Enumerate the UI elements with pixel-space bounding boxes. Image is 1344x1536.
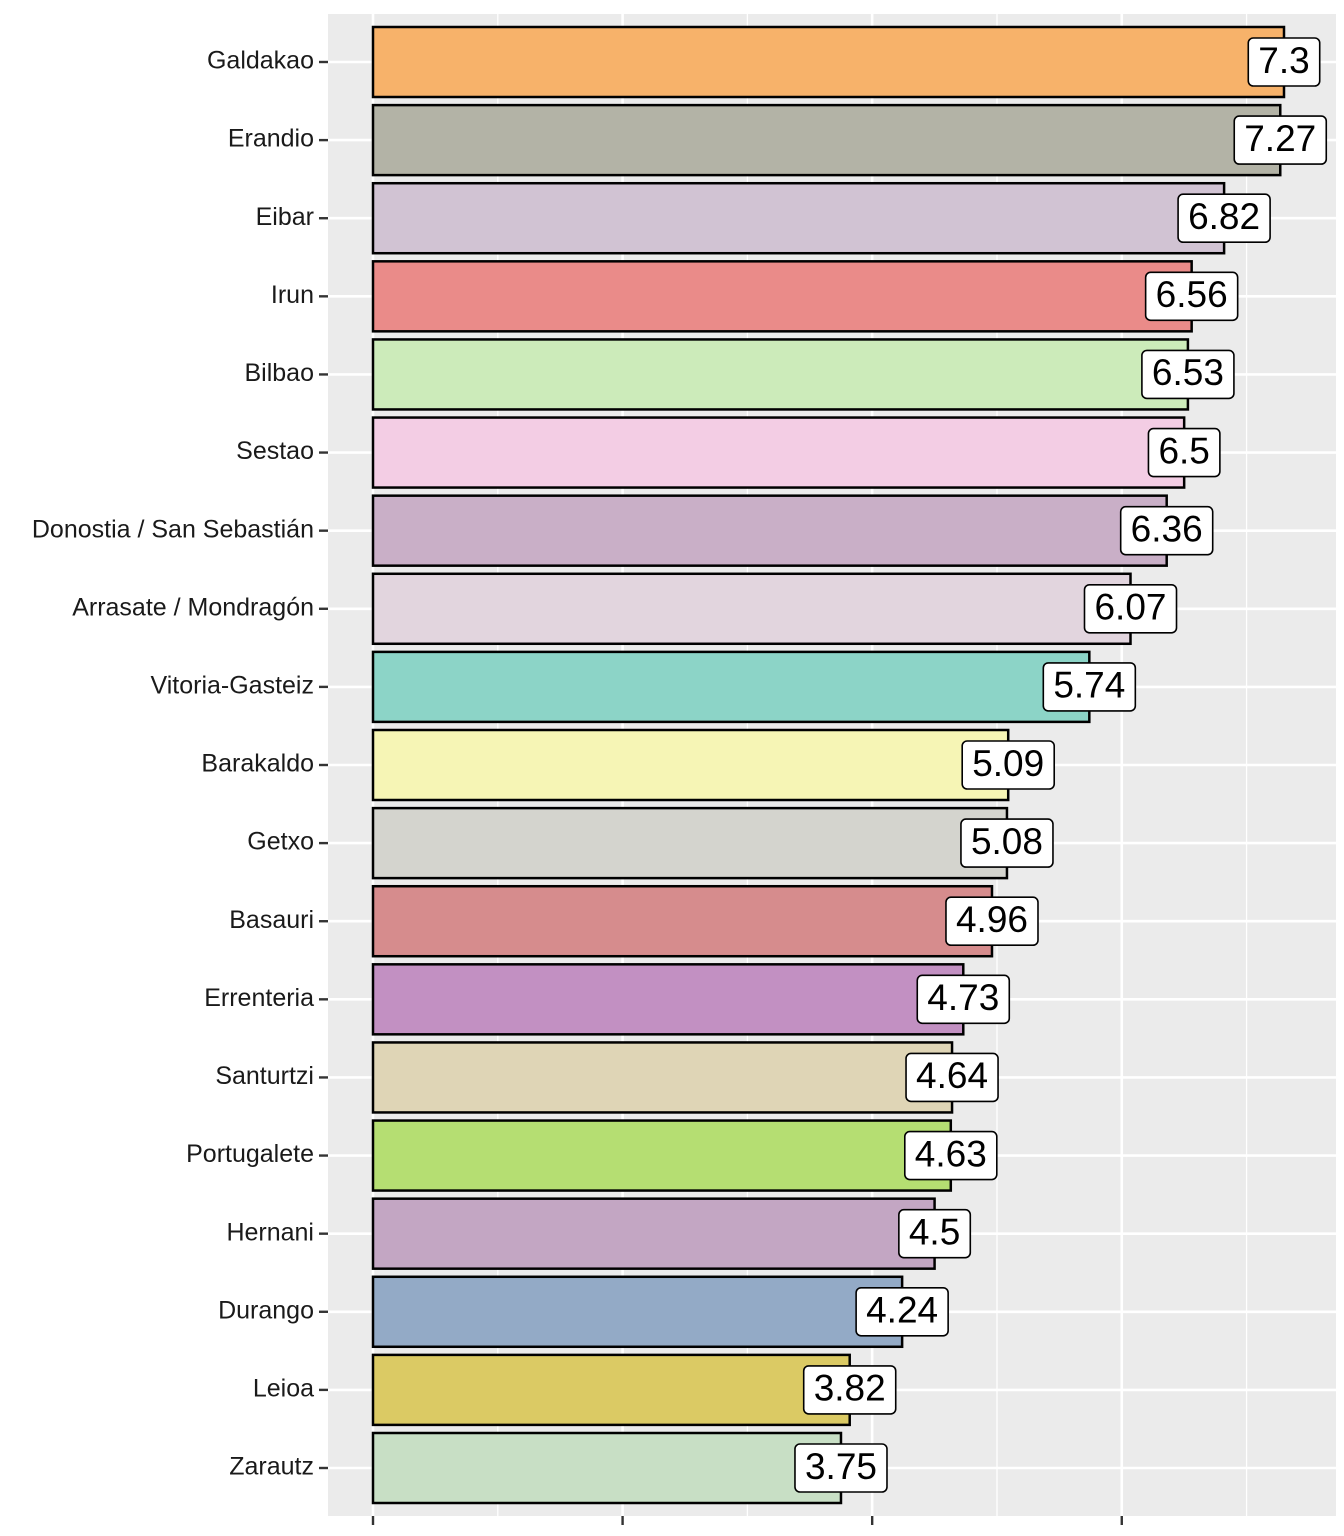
y-tick-label: Errenteria (204, 984, 314, 1012)
data-label: 6.5 (1147, 427, 1221, 478)
bars (371, 25, 1286, 1505)
axes: Galdakao Erandio Eibar Irun Bilbao Sestao Dono… (32, 47, 1123, 1525)
data-label-box (903, 1130, 998, 1181)
y-tick-label: Vitoria-Gasteiz (151, 671, 315, 699)
data-label-box (1042, 662, 1137, 712)
data-label-text: 7.3 (1258, 40, 1309, 81)
data-label-text: 6.56 (1156, 274, 1228, 315)
bar (371, 260, 1193, 333)
data-label-text: 6.5 (1158, 430, 1209, 471)
data-label: 7.3 (1247, 37, 1321, 87)
bar (371, 1041, 954, 1114)
data-label: 6.82 (1177, 193, 1271, 244)
data-label-box (905, 1052, 999, 1103)
data-label: 4.24 (855, 1286, 949, 1337)
y-tick-label: Donostia / San Sebastián (32, 515, 314, 543)
y-tick-label: Arrasate / Mondragón (72, 593, 314, 621)
y-tick-label: Galdakao (207, 47, 314, 75)
bar (371, 338, 1190, 411)
data-label-text: 6.36 (1131, 508, 1203, 549)
data-label-text: 4.24 (866, 1290, 938, 1331)
data-label: 6.36 (1119, 505, 1214, 556)
data-label-text: 5.09 (972, 743, 1044, 784)
bar (371, 25, 1286, 99)
bar (371, 963, 965, 1036)
data-label-text: 4.96 (956, 899, 1028, 940)
y-tick-label: Eibar (256, 203, 314, 231)
data-label-text: 4.64 (916, 1055, 988, 1096)
bar (371, 1197, 936, 1270)
data-label-box (1141, 349, 1235, 400)
data-label-text: 4.5 (909, 1211, 960, 1252)
bar (371, 806, 1009, 880)
data-label-box (1147, 427, 1221, 478)
y-tick-label: Getxo (247, 828, 314, 856)
data-label: 7.27 (1233, 115, 1328, 165)
bar (371, 728, 1010, 802)
y-tick-label: Durango (218, 1296, 314, 1324)
data-label: 3.82 (802, 1365, 897, 1415)
bar (371, 884, 994, 958)
bar (371, 1431, 843, 1505)
data-label-box (1119, 505, 1214, 556)
data-label: 4.96 (945, 896, 1039, 947)
y-tick-label: Sestao (236, 437, 314, 465)
data-label-text: 6.07 (1094, 587, 1166, 628)
bar (371, 103, 1282, 177)
bar (371, 416, 1186, 489)
data-label: 5.74 (1042, 662, 1137, 712)
bar (371, 494, 1168, 567)
data-label-box (945, 896, 1039, 947)
bar (371, 1275, 904, 1349)
data-label: 4.73 (916, 974, 1011, 1025)
y-tick-label: Leioa (253, 1374, 314, 1402)
data-label-box (961, 740, 1056, 790)
bar (371, 181, 1226, 255)
y-tick-label: Erandio (228, 125, 314, 153)
data-label: 6.53 (1141, 349, 1235, 400)
value-labels: 7.3 7.27 6.82 6.56 6.53 6.5 6.36 6.07 5.745.09 5.… (794, 37, 1328, 1493)
y-tick-label: Barakaldo (201, 750, 314, 778)
bar (371, 572, 1132, 646)
data-label-box (1247, 37, 1321, 87)
data-label-text: 4.73 (927, 977, 999, 1018)
data-label-text: 5.08 (971, 821, 1043, 862)
y-tick-label: Bilbao (245, 359, 315, 387)
data-label-text: 6.82 (1188, 196, 1260, 237)
data-label: 5.08 (960, 818, 1054, 868)
y-tick-label: Hernani (226, 1218, 314, 1246)
bar (371, 1119, 953, 1192)
data-label-box (1083, 583, 1178, 634)
y-tick-label: Irun (271, 281, 314, 309)
data-label-box (898, 1208, 972, 1259)
data-label-text: 6.53 (1152, 352, 1224, 393)
data-label-box (794, 1443, 888, 1493)
y-tick-label: Zarautz (229, 1453, 314, 1481)
data-label: 6.56 (1144, 271, 1239, 322)
data-label-text: 7.27 (1244, 118, 1316, 159)
bar (371, 1353, 851, 1427)
data-label-box (855, 1286, 949, 1337)
data-label: 4.5 (898, 1208, 972, 1259)
data-label-box (1144, 271, 1239, 322)
bar (371, 650, 1091, 724)
data-label: 5.09 (961, 740, 1056, 790)
data-label-text: 3.75 (805, 1446, 877, 1487)
data-label: 4.63 (903, 1130, 998, 1181)
data-label-text: 3.82 (814, 1368, 886, 1409)
data-label-box (1177, 193, 1271, 244)
data-label-text: 4.63 (915, 1133, 987, 1174)
data-label: 6.07 (1083, 583, 1178, 634)
data-label-text: 5.74 (1053, 665, 1125, 706)
data-label-box (960, 818, 1054, 868)
data-label: 3.75 (794, 1443, 888, 1493)
data-label-box (916, 974, 1011, 1025)
y-tick-label: Portugalete (186, 1140, 314, 1168)
data-label-box (1233, 115, 1328, 165)
data-label-box (802, 1365, 897, 1415)
data-label: 4.64 (905, 1052, 999, 1103)
y-tick-label: Santurtzi (215, 1062, 314, 1090)
y-tick-label: Basauri (229, 906, 314, 934)
